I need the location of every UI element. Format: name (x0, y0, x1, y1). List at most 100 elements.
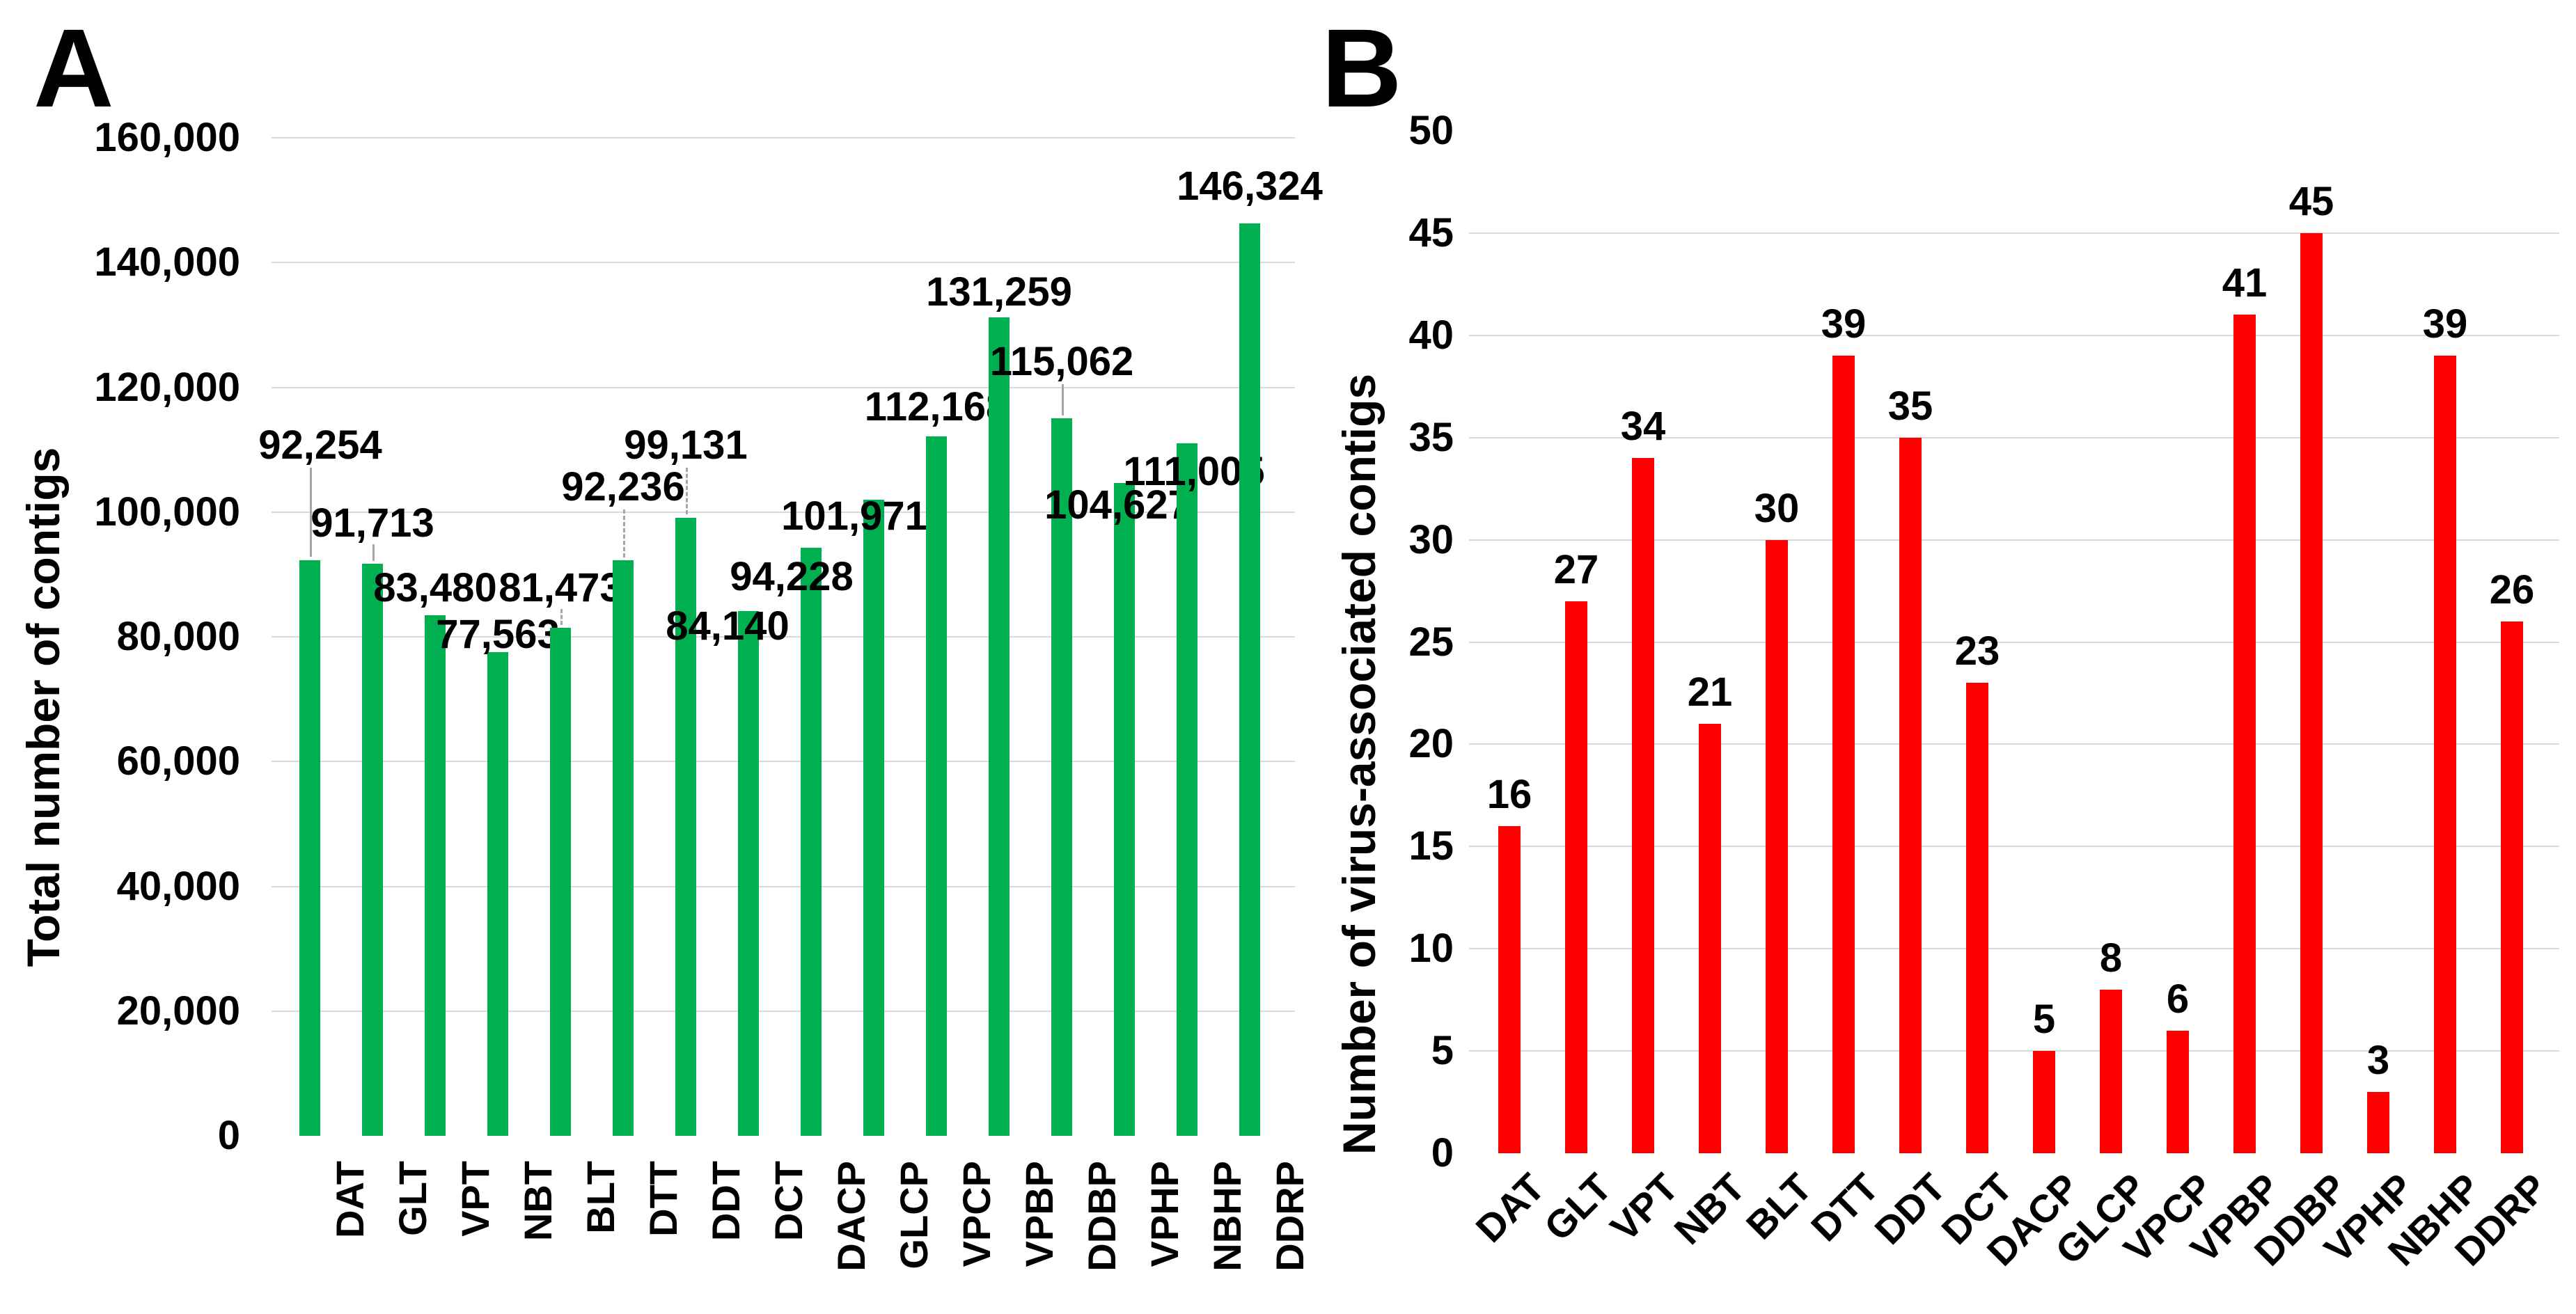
bar-value-label: 92,254 (258, 422, 382, 468)
bar-value-label: 5 (2032, 997, 2056, 1043)
bar (926, 436, 947, 1136)
x-category-label: DDBP (1080, 1161, 1124, 1272)
bar-value-label: 94,228 (730, 554, 854, 599)
bar (675, 517, 696, 1136)
bar (1498, 825, 1521, 1153)
label-leader-line (1062, 384, 1064, 415)
bar-value-label: 101,971 (781, 493, 927, 539)
bar-value-label: 104,627 (1044, 482, 1191, 528)
y-axis-tick-label: 120,000 (94, 364, 240, 410)
bar-value-label: 84,140 (666, 603, 790, 649)
y-gridline (1469, 743, 2559, 745)
y-gridline (272, 885, 1295, 887)
label-leader-line (623, 509, 625, 557)
y-axis-tick-label: 25 (1408, 619, 1454, 665)
bar (1565, 601, 1587, 1153)
y-axis-tick-label: 20 (1408, 721, 1454, 767)
y-gridline (1469, 539, 2559, 541)
y-gridline (1469, 948, 2559, 950)
bar-value-label: 27 (1553, 546, 1599, 592)
bar (1177, 443, 1197, 1136)
y-axis-tick-label: 10 (1408, 926, 1454, 972)
panel-a: A Total number of contigs 0 20,000 40,000 6… (0, 0, 1323, 1288)
bar-value-label: 6 (2166, 976, 2190, 1022)
bar (2300, 232, 2323, 1153)
bar (1239, 223, 1260, 1136)
x-category-label: DDT (704, 1161, 748, 1242)
y-axis-tick-label: 15 (1408, 823, 1454, 869)
bar (362, 564, 383, 1136)
bar-value-label: 99,131 (624, 422, 748, 468)
y-axis-tick-label: 30 (1408, 516, 1454, 562)
bar (738, 610, 759, 1136)
y-gridline (1469, 232, 2559, 234)
bar-value-label: 77,563 (436, 612, 560, 657)
bar (2100, 989, 2122, 1153)
panel-a-letter: A (33, 6, 114, 130)
bar-value-label: 8 (2099, 935, 2123, 981)
label-leader-line (372, 544, 375, 561)
x-category-label: VPCP (955, 1161, 998, 1267)
x-category-label: DAT (328, 1161, 372, 1238)
x-category-label: NBHP (1205, 1161, 1249, 1272)
bar (2501, 622, 2523, 1153)
bar-value-label: 81,473 (498, 565, 622, 610)
y-gridline (1469, 641, 2559, 643)
y-gridline (1469, 436, 2559, 438)
bar (613, 560, 634, 1136)
x-category-label: DTT (641, 1161, 685, 1237)
y-axis-tick-label: 100,000 (94, 489, 240, 535)
x-category-label: BLT (579, 1161, 622, 1234)
bar-value-label: 23 (1954, 628, 2000, 674)
bar (2233, 315, 2256, 1153)
bar (550, 627, 571, 1136)
x-category-label: VPT (453, 1161, 497, 1237)
bar-value-label: 115,062 (989, 339, 1134, 384)
bar-value-label: 39 (2422, 301, 2468, 347)
bar (2367, 1091, 2389, 1153)
x-category-label: VPHP (1142, 1161, 1186, 1267)
label-leader-line (686, 468, 688, 514)
bar (989, 317, 1010, 1136)
y-axis-tick-label: 160,000 (94, 115, 240, 160)
bar-value-label: 131,259 (926, 269, 1072, 315)
y-axis-tick-label: 45 (1408, 209, 1454, 255)
y-gridline (1469, 334, 2559, 336)
y-axis-tick-label: 0 (217, 1113, 240, 1158)
y-axis-tick-label: 140,000 (94, 239, 240, 285)
y-axis-tick-label: 35 (1408, 414, 1454, 460)
x-category-label: DDRP (1268, 1161, 1312, 1272)
bar (2434, 356, 2456, 1153)
y-gridline (272, 1010, 1295, 1012)
bar (2167, 1030, 2189, 1153)
y-gridline (272, 262, 1295, 264)
bar-value-label: 16 (1486, 771, 1532, 817)
bar-value-label: 26 (2489, 567, 2535, 613)
y-gridline (272, 761, 1295, 763)
x-category-label: DACP (829, 1161, 873, 1272)
bar-value-label: 146,324 (1177, 164, 1323, 209)
label-leader-line (560, 609, 563, 625)
bar-value-label: 30 (1754, 485, 1800, 531)
bar-value-label: 3 (2366, 1037, 2390, 1083)
x-category-label: NBT (516, 1161, 560, 1242)
bar-value-label: 92,236 (561, 464, 685, 509)
y-axis-tick-label: 50 (1408, 108, 1454, 153)
label-leader-line (310, 468, 312, 557)
bar (1632, 458, 1654, 1153)
y-axis-tick-label: 60,000 (116, 738, 240, 784)
bar (2033, 1051, 2055, 1153)
x-category-label: GLCP (892, 1161, 936, 1269)
x-category-label: DCT (767, 1161, 810, 1242)
bar (863, 500, 884, 1136)
bar-value-label: 34 (1620, 404, 1666, 450)
bar-value-label: 41 (2222, 260, 2268, 306)
bar (1051, 418, 1072, 1136)
y-gridline (272, 636, 1295, 638)
y-axis-tick-label: 20,000 (116, 988, 240, 1034)
y-gridline (1469, 846, 2559, 848)
x-category-label: VPBP (1017, 1161, 1061, 1267)
bar-value-label: 35 (1887, 383, 1933, 429)
y-axis-tick-label: 80,000 (116, 614, 240, 659)
